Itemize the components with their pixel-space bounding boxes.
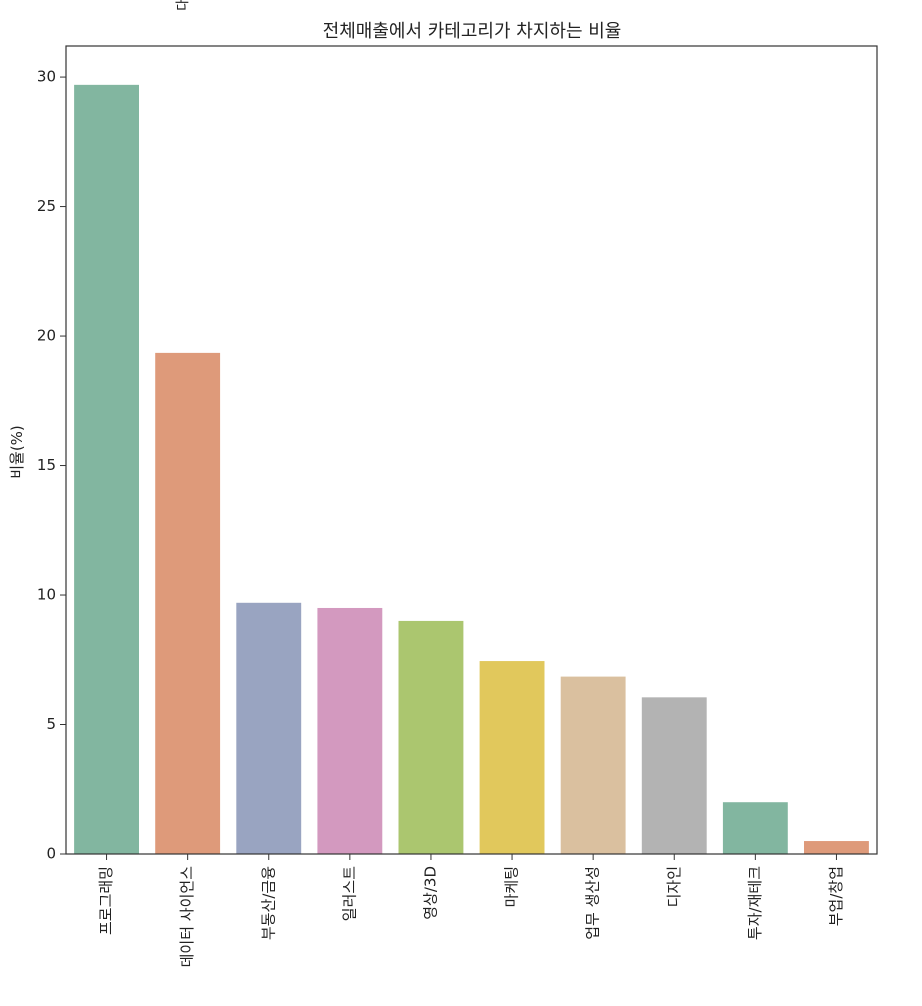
bar-3 <box>317 607 383 854</box>
y-axis-label: 비율(%) <box>8 425 26 479</box>
x-tick-label-9: 부업/창업 <box>827 866 845 926</box>
y-tick-label-5: 25 <box>37 197 56 215</box>
x-tick-label-2: 부동산/금융 <box>259 866 277 940</box>
x-tick-label-4: 영상/3D <box>421 866 439 920</box>
bar-6 <box>560 676 626 854</box>
y-tick-label-0: 0 <box>46 845 56 863</box>
bar-4 <box>398 620 464 854</box>
x-tick-label-8: 투자/재테크 <box>746 866 764 940</box>
bars-group <box>74 84 869 855</box>
y-tick-label-4: 20 <box>37 327 56 345</box>
bar-8 <box>722 802 788 854</box>
bar-9 <box>804 841 869 854</box>
y-axis-ticks: 0 5 10 15 20 25 30 <box>37 68 66 863</box>
x-tick-label-7: 디자인 <box>665 866 683 907</box>
y-tick-label-3: 15 <box>37 456 56 474</box>
bar-0 <box>74 84 139 855</box>
x-axis-ticks: 프로그래밍 데이터 사이언스 부동산/금융 일러스트 영상/3D 마케팅 업무 생산성 디자인… <box>97 854 845 967</box>
chart-title: 전체매출에서 카테고리가 차지하는 비율 <box>323 21 622 42</box>
x-tick-label-1: 데이터 사이언스 <box>178 866 196 968</box>
bar-7 <box>641 697 707 854</box>
y-tick-label-1: 5 <box>46 715 56 733</box>
x-tick-label-3: 일러스트 <box>340 866 358 921</box>
x-tick-label-5: 마케팅 <box>503 866 521 907</box>
clipped-top-text: 대 <box>174 0 192 11</box>
bar-5 <box>479 661 545 854</box>
bar-1 <box>155 352 221 854</box>
x-tick-label-6: 업무 생산성 <box>584 866 602 940</box>
y-tick-label-6: 30 <box>37 68 56 86</box>
x-tick-label-0: 프로그래밍 <box>97 866 115 935</box>
plot-frame <box>65 45 878 855</box>
y-tick-label-2: 10 <box>37 586 56 604</box>
bar-2 <box>236 602 302 854</box>
